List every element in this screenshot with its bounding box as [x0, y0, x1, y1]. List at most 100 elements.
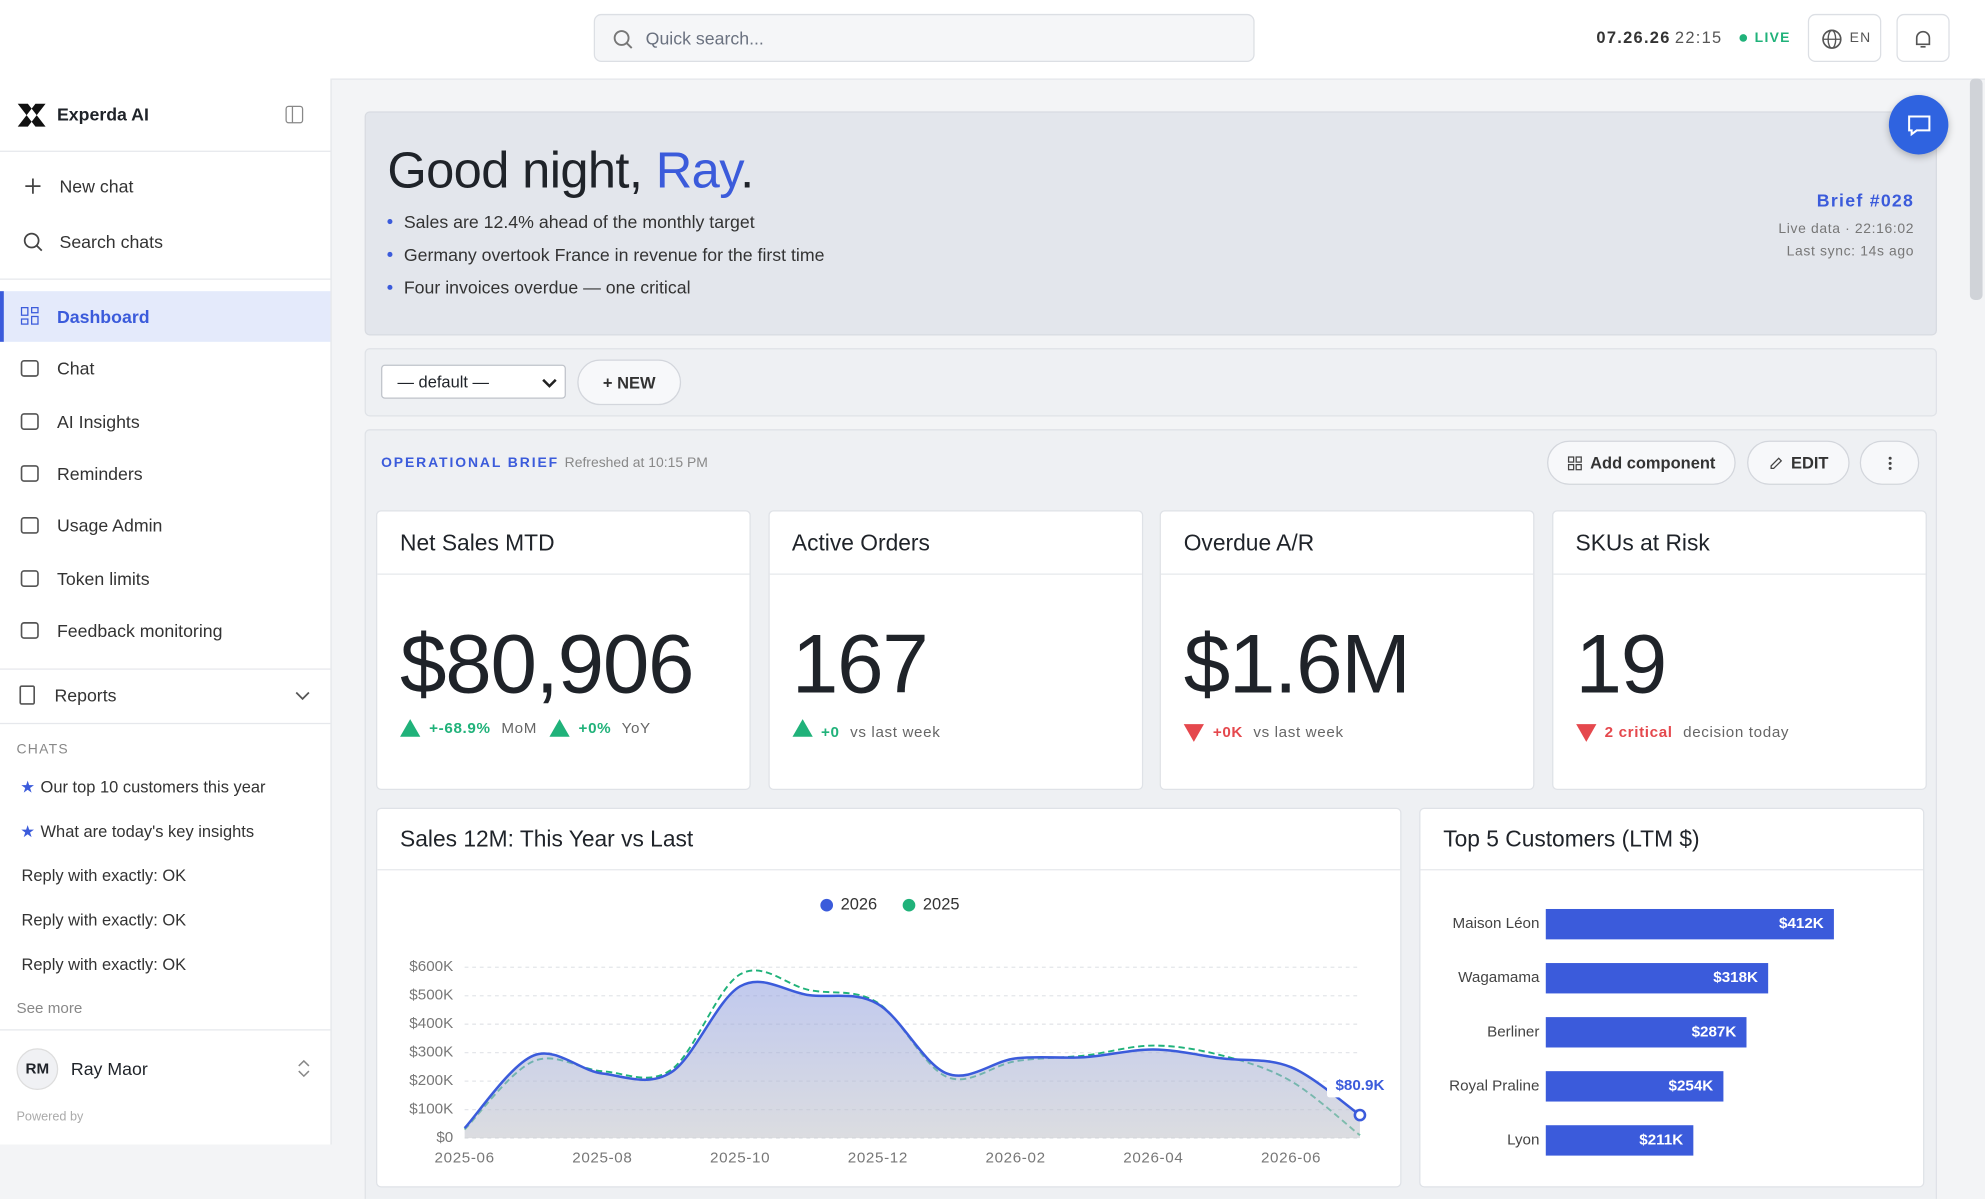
icon	[25, 178, 41, 194]
live-dot	[1739, 34, 1748, 42]
y-tick-label: Royal Praline	[1449, 1077, 1539, 1094]
notifications-button[interactable]	[1896, 13, 1950, 63]
collapse-icon[interactable]	[285, 105, 305, 125]
delta-label: YoY	[621, 719, 651, 737]
x-tick-label: 2025-10	[710, 1149, 770, 1166]
bar	[1545, 1125, 1694, 1156]
x-tick-label: 2025-12	[848, 1149, 908, 1166]
see-more[interactable]: See more	[16, 998, 83, 1017]
delta-arrow	[400, 719, 421, 737]
add-component-button[interactable]: Add component	[1547, 440, 1736, 485]
dots-icon	[1887, 456, 1892, 470]
y-tick-label: $0	[436, 1129, 453, 1146]
greeting: Good night,	[387, 143, 643, 199]
value-label: $287K	[1692, 1023, 1737, 1040]
nav-item[interactable]: Chat	[56, 358, 95, 379]
chat-item[interactable]: Reply with exactly: OK	[21, 954, 187, 974]
new-label: + NEW	[602, 372, 656, 392]
bar-chart-card: Top 5 Customers (LTM $) Maison Léon $412K W…	[1419, 807, 1925, 1188]
refreshed: Refreshed at 10:15 PM	[564, 455, 708, 471]
y-tick-label: $500K	[409, 987, 453, 1004]
new-view-button[interactable]: + NEW	[577, 359, 682, 406]
y-tick-label: Maison Léon	[1452, 915, 1539, 932]
globe-icon	[1822, 29, 1842, 49]
kpi-value: $1.6M	[1183, 616, 1411, 711]
punct: .	[740, 143, 754, 199]
chat-item[interactable]: Reply with exactly: OK	[21, 910, 187, 930]
y-tick-label: $100K	[409, 1101, 453, 1118]
bell-icon	[1915, 30, 1931, 48]
divider	[0, 668, 331, 670]
delta-value: +0	[821, 722, 840, 741]
line	[463, 969, 1361, 1137]
delta-label: vs last week	[850, 722, 941, 741]
nav-item[interactable]: AI Insights	[56, 411, 140, 432]
active-highlight	[0, 291, 331, 342]
live: LIVE	[1754, 30, 1791, 46]
view-name: — default —	[397, 372, 490, 392]
value-label: $254K	[1669, 1077, 1714, 1094]
kpi-card: Overdue A/R $1.6M +0K vs last week	[1159, 510, 1535, 790]
divider	[377, 573, 750, 575]
y-tick-label: $300K	[409, 1044, 453, 1061]
divider	[0, 1029, 331, 1031]
reports[interactable]: Reports	[54, 684, 117, 706]
divider	[1160, 573, 1534, 575]
powered-by: Powered by	[16, 1110, 84, 1125]
initials: RM	[25, 1059, 50, 1078]
edit-label: EDIT	[1790, 453, 1829, 473]
value-label: $211K	[1639, 1131, 1683, 1148]
kpi-card: Net Sales MTD $80,906 +-68.9% MoM +0% YoY	[376, 510, 751, 790]
legend-swatch	[820, 898, 834, 912]
icon	[20, 307, 39, 325]
user-name[interactable]: Ray Maor	[70, 1058, 148, 1079]
x-tick-label: 2025-06	[435, 1149, 495, 1166]
delta-value: +-68.9%	[429, 719, 491, 737]
icon	[20, 413, 39, 430]
nav-item[interactable]: Usage Admin	[56, 515, 163, 536]
delta-value: +0%	[578, 719, 612, 737]
kpi-card: SKUs at Risk 19 2 critical decision today	[1551, 510, 1927, 790]
sidebar-action[interactable]: New chat	[59, 175, 134, 197]
sidebar-action[interactable]: Search chats	[59, 231, 163, 252]
bar	[1545, 1017, 1747, 1048]
grid-icon	[1567, 455, 1582, 470]
bar	[1545, 1071, 1724, 1102]
view-select[interactable]: — default —	[381, 364, 566, 399]
y-tick-label: $200K	[409, 1072, 453, 1089]
chat-fab[interactable]	[1888, 94, 1949, 155]
icon	[295, 691, 310, 701]
value-label: $412K	[1779, 915, 1824, 932]
y-tick-label: Lyon	[1507, 1131, 1539, 1148]
brand-logo	[17, 103, 46, 127]
search-box[interactable]: Quick search...	[593, 13, 1255, 63]
legend-label: 2025	[923, 896, 960, 914]
value-label: $80.9K	[1335, 1077, 1384, 1094]
chat-item[interactable]: What are today's key insights	[40, 821, 255, 841]
nav-item[interactable]: Token limits	[56, 568, 150, 589]
y-tick-label: Berliner	[1487, 1023, 1539, 1040]
delta-arrow	[1183, 724, 1204, 742]
chats-heading: CHATS	[16, 741, 69, 758]
bullet: Four invoices overdue — one critical	[403, 277, 691, 298]
chat-item[interactable]: Our top 10 customers this year	[40, 777, 266, 797]
nav-item[interactable]: Feedback monitoring	[56, 620, 223, 641]
chevron	[542, 378, 557, 388]
kpi-title: Net Sales MTD	[400, 530, 555, 556]
more-button[interactable]	[1859, 440, 1920, 485]
line-chart: Sales 12M: This Year vs Last $0 $100K $200K…	[377, 826, 1401, 1166]
edit-button[interactable]: EDIT	[1747, 440, 1850, 485]
bullet: Sales are 12.4% ahead of the monthly tar…	[403, 211, 755, 232]
divider	[0, 722, 331, 725]
chat-item[interactable]: Reply with exactly: OK	[21, 865, 187, 885]
language-button[interactable]: EN	[1807, 13, 1882, 63]
nav-item[interactable]: Dashboard	[56, 306, 150, 327]
icon	[20, 622, 39, 639]
kpi-value: 167	[791, 616, 929, 711]
nav-item[interactable]: Reminders	[56, 463, 143, 484]
y-tick-label: $600K	[409, 958, 453, 975]
delta-label: decision today	[1683, 722, 1790, 741]
star-icon: ★	[20, 821, 36, 841]
delta-arrow	[1575, 724, 1596, 742]
kpi-card: Active Orders 167 +0 vs last week	[767, 510, 1143, 790]
